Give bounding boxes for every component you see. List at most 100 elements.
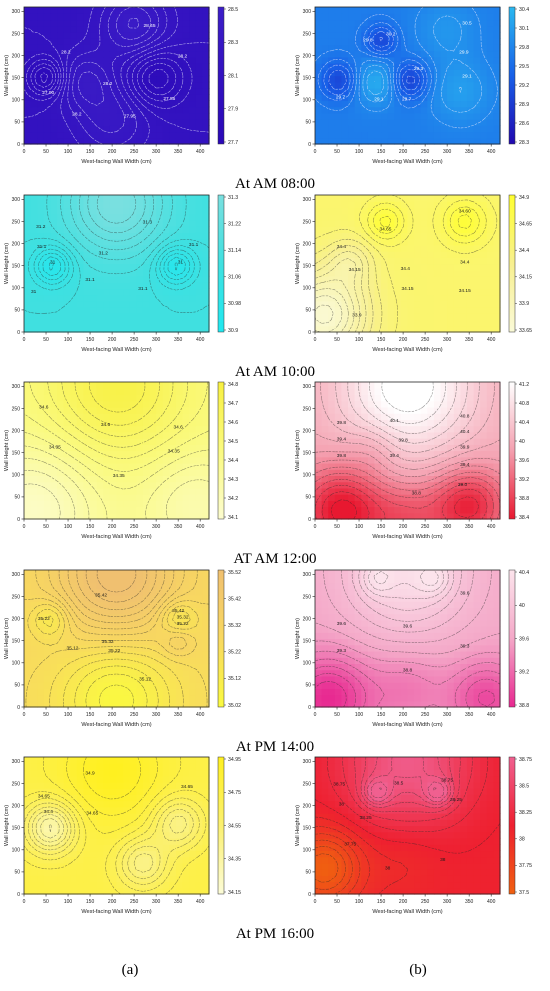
y-tick-label: 150 <box>12 639 21 645</box>
y-tick-label: 50 <box>14 495 20 501</box>
x-tick-label: 400 <box>196 149 205 155</box>
colorbar-tick-label: 29.8 <box>519 45 529 51</box>
x-tick-label: 350 <box>174 899 183 905</box>
x-tick-label: 150 <box>86 524 95 530</box>
contour-value-label: 38 <box>440 857 446 863</box>
x-axis-label: West-facing Wall Width (cm) <box>372 534 442 540</box>
contour-value-label: 34.6 <box>39 405 49 411</box>
contour-value-label: 31.1 <box>37 244 47 250</box>
colorbar-tick-label: 34.5 <box>228 439 238 445</box>
x-tick-label: 250 <box>421 899 430 905</box>
x-tick-label: 350 <box>465 524 474 530</box>
colorbar-tick-label: 28.9 <box>519 102 529 108</box>
contour-value-label: 35.22 <box>108 648 120 654</box>
contour-value-label: 27.95 <box>124 113 136 119</box>
colorbar-tick-label: 34.15 <box>228 890 241 896</box>
colorbar <box>509 382 515 519</box>
colorbar-tick-label: 31.06 <box>228 275 241 281</box>
y-tick-label: 50 <box>305 870 311 876</box>
contour-value-label: 31.2 <box>99 251 109 257</box>
x-tick-label: 0 <box>23 149 26 155</box>
x-tick-label: 250 <box>130 712 139 718</box>
contour-value-label: 35.12 <box>66 646 78 652</box>
contour-value-label: 31.2 <box>36 224 46 230</box>
y-tick-label: 100 <box>12 473 21 479</box>
colorbar-tick-label: 34.35 <box>228 857 241 863</box>
x-tick-label: 50 <box>43 524 49 530</box>
x-tick-label: 350 <box>174 712 183 718</box>
contour-fill <box>315 7 501 145</box>
x-tick-label: 0 <box>23 524 26 530</box>
x-tick-label: 50 <box>334 149 340 155</box>
contour-fill <box>24 757 210 895</box>
contour-value-label: 39.4 <box>460 462 470 468</box>
x-tick-label: 150 <box>377 712 386 718</box>
x-tick-label: 100 <box>64 149 73 155</box>
colorbar-tick-label: 37.75 <box>519 863 532 869</box>
y-tick-label: 200 <box>303 241 312 247</box>
y-tick-label: 0 <box>17 330 20 336</box>
contour-value-label: 38.25 <box>360 815 372 821</box>
x-tick-label: 100 <box>64 712 73 718</box>
y-tick-label: 0 <box>308 705 311 711</box>
colorbar-tick-label: 30.1 <box>519 26 529 32</box>
x-tick-label: 400 <box>196 524 205 530</box>
contour-value-label: 31.1 <box>138 286 148 292</box>
contour-value-label: 38 <box>339 802 345 808</box>
colorbar <box>218 382 224 519</box>
x-axis-label: West-facing Wall Width (cm) <box>81 347 151 353</box>
colorbar-tick-label: 31.14 <box>228 248 241 254</box>
y-axis-label: Wall Height (cm) <box>295 805 301 846</box>
y-tick-label: 250 <box>303 781 312 787</box>
x-tick-label: 100 <box>355 149 364 155</box>
y-tick-label: 0 <box>17 517 20 523</box>
colorbar-tick-label: 34.3 <box>228 477 238 483</box>
colorbar-tick-label: 34.55 <box>228 823 241 829</box>
colorbar-tick-label: 39.2 <box>519 670 529 676</box>
y-tick-label: 250 <box>12 219 21 225</box>
x-tick-label: 400 <box>487 712 496 718</box>
x-tick-label: 350 <box>465 899 474 905</box>
x-axis-label: West-facing Wall Width (cm) <box>81 909 151 915</box>
x-tick-label: 200 <box>399 524 408 530</box>
x-tick-label: 200 <box>399 899 408 905</box>
y-tick-label: 100 <box>12 848 21 854</box>
contour-value-label: 39.4 <box>390 453 400 459</box>
contour-value-label: 27.90 <box>42 90 54 96</box>
contour-value-label: 34.65 <box>181 784 193 790</box>
y-tick-label: 100 <box>12 98 21 104</box>
x-tick-label: 300 <box>443 149 452 155</box>
y-tick-label: 200 <box>12 803 21 809</box>
x-tick-label: 250 <box>421 337 430 343</box>
y-tick-label: 100 <box>303 661 312 667</box>
y-tick-label: 250 <box>12 31 21 37</box>
x-tick-label: 250 <box>421 149 430 155</box>
colorbar-tick-label: 34.9 <box>519 195 529 201</box>
x-tick-label: 0 <box>23 337 26 343</box>
x-tick-label: 200 <box>399 149 408 155</box>
x-tick-label: 100 <box>64 899 73 905</box>
colorbar-tick-label: 38.8 <box>519 496 529 502</box>
y-tick-label: 250 <box>12 594 21 600</box>
x-tick-label: 300 <box>443 337 452 343</box>
x-tick-label: 50 <box>43 149 49 155</box>
y-tick-label: 200 <box>303 53 312 59</box>
contour-value-label: 35.32 <box>102 639 114 645</box>
contour-value-label: 39.9 <box>460 444 470 450</box>
y-tick-label: 150 <box>303 264 312 270</box>
y-tick-label: 200 <box>303 803 312 809</box>
x-tick-label: 200 <box>108 149 117 155</box>
x-tick-label: 300 <box>152 524 161 530</box>
x-tick-label: 150 <box>377 524 386 530</box>
x-tick-label: 0 <box>314 524 317 530</box>
colorbar-tick-label: 30.98 <box>228 301 241 307</box>
y-tick-label: 250 <box>303 219 312 225</box>
contour-value-label: 29.1 <box>374 97 384 103</box>
x-tick-label: 300 <box>152 149 161 155</box>
colorbar-tick-label: 30.4 <box>519 7 529 13</box>
y-axis-label: Wall Height (cm) <box>295 55 301 96</box>
